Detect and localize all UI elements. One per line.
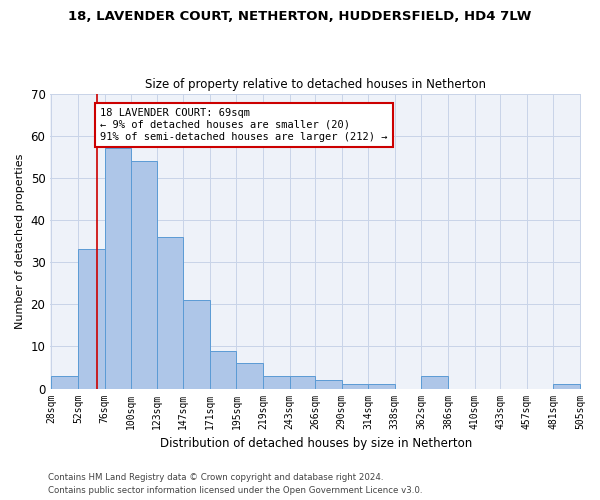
Y-axis label: Number of detached properties: Number of detached properties (15, 154, 25, 328)
Bar (315, 380, 341, 388)
Text: 18, LAVENDER COURT, NETHERTON, HUDDERSFIELD, HD4 7LW: 18, LAVENDER COURT, NETHERTON, HUDDERSFI… (68, 10, 532, 23)
Bar (290, 376, 315, 388)
Bar (236, 364, 263, 388)
Text: 18 LAVENDER COURT: 69sqm
← 9% of detached houses are smaller (20)
91% of semi-de: 18 LAVENDER COURT: 69sqm ← 9% of detache… (100, 108, 388, 142)
Bar (52, 376, 78, 388)
Bar (157, 237, 183, 388)
Bar (78, 250, 104, 388)
Bar (104, 148, 131, 388)
Bar (341, 384, 368, 388)
Title: Size of property relative to detached houses in Netherton: Size of property relative to detached ho… (145, 78, 486, 91)
Bar (368, 384, 395, 388)
Bar (131, 161, 157, 388)
Bar (210, 350, 236, 389)
Bar (421, 376, 448, 388)
X-axis label: Distribution of detached houses by size in Netherton: Distribution of detached houses by size … (160, 437, 472, 450)
Text: Contains HM Land Registry data © Crown copyright and database right 2024.
Contai: Contains HM Land Registry data © Crown c… (48, 474, 422, 495)
Bar (263, 376, 290, 388)
Bar (553, 384, 580, 388)
Bar (183, 300, 210, 388)
